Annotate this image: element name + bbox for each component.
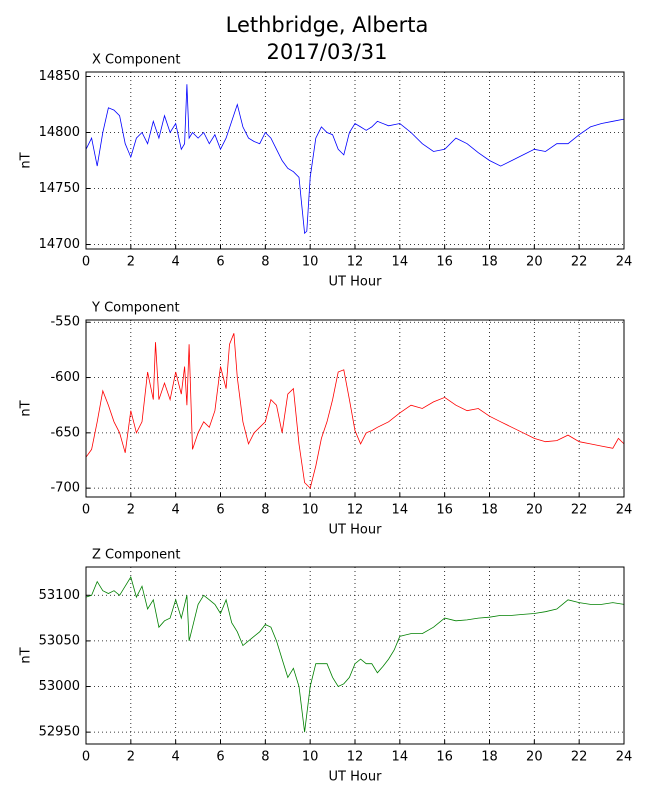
y-tick-label: 14750 bbox=[39, 181, 80, 196]
y-tick-label: 14800 bbox=[39, 125, 80, 140]
x-tick-label: 10 bbox=[302, 750, 319, 765]
x-tick-label: 14 bbox=[392, 255, 409, 270]
x-tick-label: 14 bbox=[392, 503, 409, 518]
y-tick-label: -550 bbox=[50, 315, 80, 330]
x-tick-label: 12 bbox=[347, 750, 364, 765]
data-line bbox=[85, 576, 625, 733]
x-tick-label: 24 bbox=[616, 503, 633, 518]
x-tick-label: 2 bbox=[127, 503, 135, 518]
x-tick-label: 8 bbox=[261, 255, 269, 270]
x-tick-label: 6 bbox=[216, 255, 224, 270]
x-tick-label: 16 bbox=[436, 503, 453, 518]
x-tick-label: 22 bbox=[571, 255, 588, 270]
figure-title: Lethbridge, Alberta bbox=[226, 13, 429, 37]
y-tick-label: 14850 bbox=[39, 69, 80, 84]
x-tick-label: 20 bbox=[526, 503, 543, 518]
y-tick-label: -700 bbox=[50, 481, 80, 496]
x-tick-label: 14 bbox=[392, 750, 409, 765]
x-tick-label: 16 bbox=[436, 750, 453, 765]
y-tick-label: 53100 bbox=[39, 588, 80, 603]
x-tick-label: 22 bbox=[571, 503, 588, 518]
x-tick-label: 22 bbox=[571, 750, 588, 765]
y-axis-label: nT bbox=[19, 152, 34, 168]
x-axis-label: UT Hour bbox=[329, 523, 383, 538]
y-axis-label: nT bbox=[19, 647, 34, 663]
x-tick-label: 8 bbox=[261, 750, 269, 765]
x-tick-label: 24 bbox=[616, 750, 633, 765]
y-tick-label: 53000 bbox=[39, 679, 80, 694]
x-tick-label: 24 bbox=[616, 255, 633, 270]
x-axis-label: UT Hour bbox=[329, 275, 383, 290]
x-axis-label: UT Hour bbox=[329, 770, 383, 785]
plot-frame bbox=[85, 319, 625, 498]
x-tick-label: 20 bbox=[526, 750, 543, 765]
x-tick-label: 2 bbox=[127, 255, 135, 270]
x-tick-label: 8 bbox=[261, 503, 269, 518]
y-tick-label: -650 bbox=[50, 425, 80, 440]
x-tick-label: 18 bbox=[481, 750, 498, 765]
x-tick-label: 0 bbox=[82, 503, 90, 518]
figure-subtitle: 2017/03/31 bbox=[266, 40, 387, 64]
x-tick-label: 10 bbox=[302, 503, 319, 518]
plot-frame bbox=[85, 566, 625, 745]
y-tick-label: 52950 bbox=[39, 725, 80, 740]
x-tick-label: 18 bbox=[481, 255, 498, 270]
x-tick-label: 12 bbox=[347, 255, 364, 270]
panel-title: Z Component bbox=[92, 548, 181, 563]
x-tick-label: 0 bbox=[82, 750, 90, 765]
y-tick-label: 53050 bbox=[39, 633, 80, 648]
x-tick-label: 4 bbox=[172, 750, 180, 765]
data-line bbox=[85, 333, 625, 489]
data-line bbox=[85, 84, 625, 235]
y-axis-label: nT bbox=[19, 400, 34, 416]
x-tick-label: 4 bbox=[172, 255, 180, 270]
plot-frame bbox=[85, 71, 625, 250]
x-tick-label: 16 bbox=[436, 255, 453, 270]
x-tick-label: 4 bbox=[172, 503, 180, 518]
x-tick-label: 0 bbox=[82, 255, 90, 270]
x-tick-label: 6 bbox=[216, 750, 224, 765]
x-tick-label: 6 bbox=[216, 503, 224, 518]
x-tick-label: 18 bbox=[481, 503, 498, 518]
x-tick-label: 12 bbox=[347, 503, 364, 518]
x-tick-label: 10 bbox=[302, 255, 319, 270]
y-tick-label: -600 bbox=[50, 370, 80, 385]
x-tick-label: 20 bbox=[526, 255, 543, 270]
y-tick-label: 14700 bbox=[39, 237, 80, 252]
x-tick-label: 2 bbox=[127, 750, 135, 765]
panel-title: X Component bbox=[92, 53, 181, 68]
panel-title: Y Component bbox=[91, 301, 180, 316]
